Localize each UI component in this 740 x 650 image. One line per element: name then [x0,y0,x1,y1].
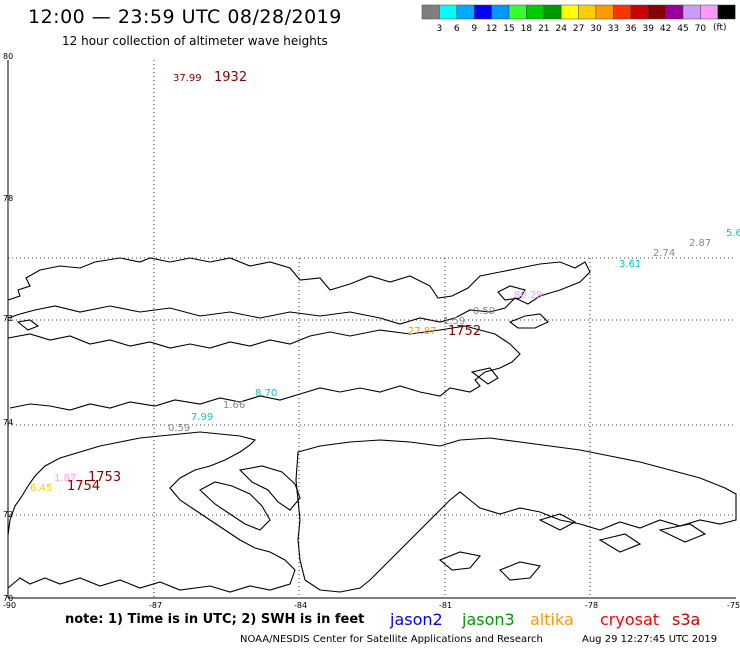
wave-markers: 37.99 1932 5.6 2.87 2.74 3.61 80.29 0.59… [30,70,740,494]
colorbar-swatch [717,4,736,20]
map-frame [7,60,736,599]
map-subtitle: 12 hour collection of altimeter wave hei… [62,34,328,48]
colorbar-tick-label: 39 [642,24,654,34]
coastlines [7,257,737,593]
track-time-label: 1753 [88,470,121,485]
colorbar-tick-label: 15 [503,24,514,34]
legend-jason3: jason3 [462,610,515,629]
coastline-islet [438,551,482,571]
wave-value-label: 2.87 [689,238,711,249]
colorbar-tick-label: 24 [555,24,567,34]
wave-value-label: 5.6 [726,228,740,239]
coastline-north-island [7,257,591,325]
grid-lines [8,60,736,598]
wave-value-label: 1.66 [223,400,245,411]
wave-value-label: 80.29 [514,290,543,301]
colorbar-swatch [439,4,458,20]
coastline-east-landmass [295,437,737,593]
colorbar-tick-label: 21 [538,24,549,34]
colorbar-swatch [543,4,562,20]
lat-label: 80 [3,52,13,61]
track-time-label: 1932 [214,70,247,85]
lon-label: -87 [149,601,162,610]
lon-label: -90 [3,601,16,610]
colorbar-swatch [595,4,614,20]
wave-value-label: 7.99 [191,412,213,423]
colorbar-swatch [665,4,684,20]
colorbar-tick-label: 12 [486,24,497,34]
colorbar-swatch [421,4,440,20]
coastline-bay [199,481,271,531]
colorbar-swatch [491,4,510,20]
colorbar-swatch [508,4,527,20]
colorbar: 3 6 9 12 15 18 21 24 27 30 33 36 39 42 45 70 [421,4,736,34]
colorbar-tick-label: 6 [454,24,460,34]
lat-label: 72 [3,314,13,323]
lon-label: -75 [727,601,740,610]
colorbar-swatch [560,4,579,20]
wave-value-label: 1.59 [443,316,465,327]
lat-label: 74 [3,418,13,427]
coastline-south-peninsula [7,431,296,593]
legend-s3a: s3a [672,610,701,629]
colorbar-swatch [647,4,666,20]
coastline-islet [658,523,707,543]
lat-label: 78 [3,194,13,203]
colorbar-tick-label: 70 [695,24,707,34]
colorbar-tick-label: 42 [660,24,671,34]
colorbar-tick-label: 9 [471,24,477,34]
coastline-islet [470,367,499,385]
wave-value-label: 37.99 [173,73,202,84]
lon-label: -78 [585,601,598,610]
colorbar-swatch [700,4,719,20]
colorbar-tick-label: 36 [625,24,637,34]
coastline-north-islet [16,319,40,331]
wave-value-label: 3.61 [619,259,641,270]
legend-altika: altika [530,610,574,629]
wave-value-label: 8.70 [255,388,277,399]
lat-label: 70 [3,594,13,603]
lat-axis-labels: 80 78 72 74 72 70 [3,52,13,603]
track-time-label: 1754 [67,479,100,494]
colorbar-tick-label: 3 [437,24,443,34]
colorbar-swatch [613,4,632,20]
coastline-north-islet [508,313,549,329]
coastline-islet [499,561,542,581]
coastline-bay [238,465,301,511]
colorbar-tick-label: 30 [590,24,602,34]
wave-value-label: 6.45 [30,483,52,494]
map-title: 12:00 — 23:59 UTC 08/28/2019 [28,6,342,28]
footer-credit: NOAA/NESDIS Center for Satellite Applica… [240,634,543,645]
coastline-middle-island [7,325,521,411]
coastline-north-islet [497,285,526,301]
lon-label: -81 [439,601,452,610]
colorbar-swatch [473,4,492,20]
colorbar-swatch [630,4,649,20]
footer-timestamp: Aug 29 12:27:45 UTC 2019 [582,634,718,645]
colorbar-tick-label: 27 [573,24,584,34]
colorbar-swatch [578,4,597,20]
wave-value-label: 27.87 [408,326,437,337]
legend-jason2: jason2 [390,610,443,629]
colorbar-unit: (ft) [713,23,727,33]
footnote: note: 1) Time is in UTC; 2) SWH is in fe… [65,612,365,627]
colorbar-swatch [526,4,545,20]
lon-axis-labels: -90 -87 -84 -81 -78 -75 [3,601,740,610]
colorbar-swatch [682,4,701,20]
lat-label: 72 [3,510,13,519]
wave-value-label: 0.59 [473,306,495,317]
colorbar-tick-label: 18 [521,24,533,34]
wave-value-label: 1.87 [54,473,76,484]
coastline-islet [538,513,577,531]
colorbar-tick-label: 33 [608,24,619,34]
lon-label: -84 [294,601,307,610]
colorbar-swatch [456,4,475,20]
wave-value-label: 0.59 [168,423,190,434]
legend-cryosat: cryosat [600,610,660,629]
wave-value-label: 2.74 [653,248,675,259]
colorbar-tick-label: 45 [677,24,688,34]
coastline-islet [598,533,642,553]
track-time-label: 1752 [448,324,481,339]
